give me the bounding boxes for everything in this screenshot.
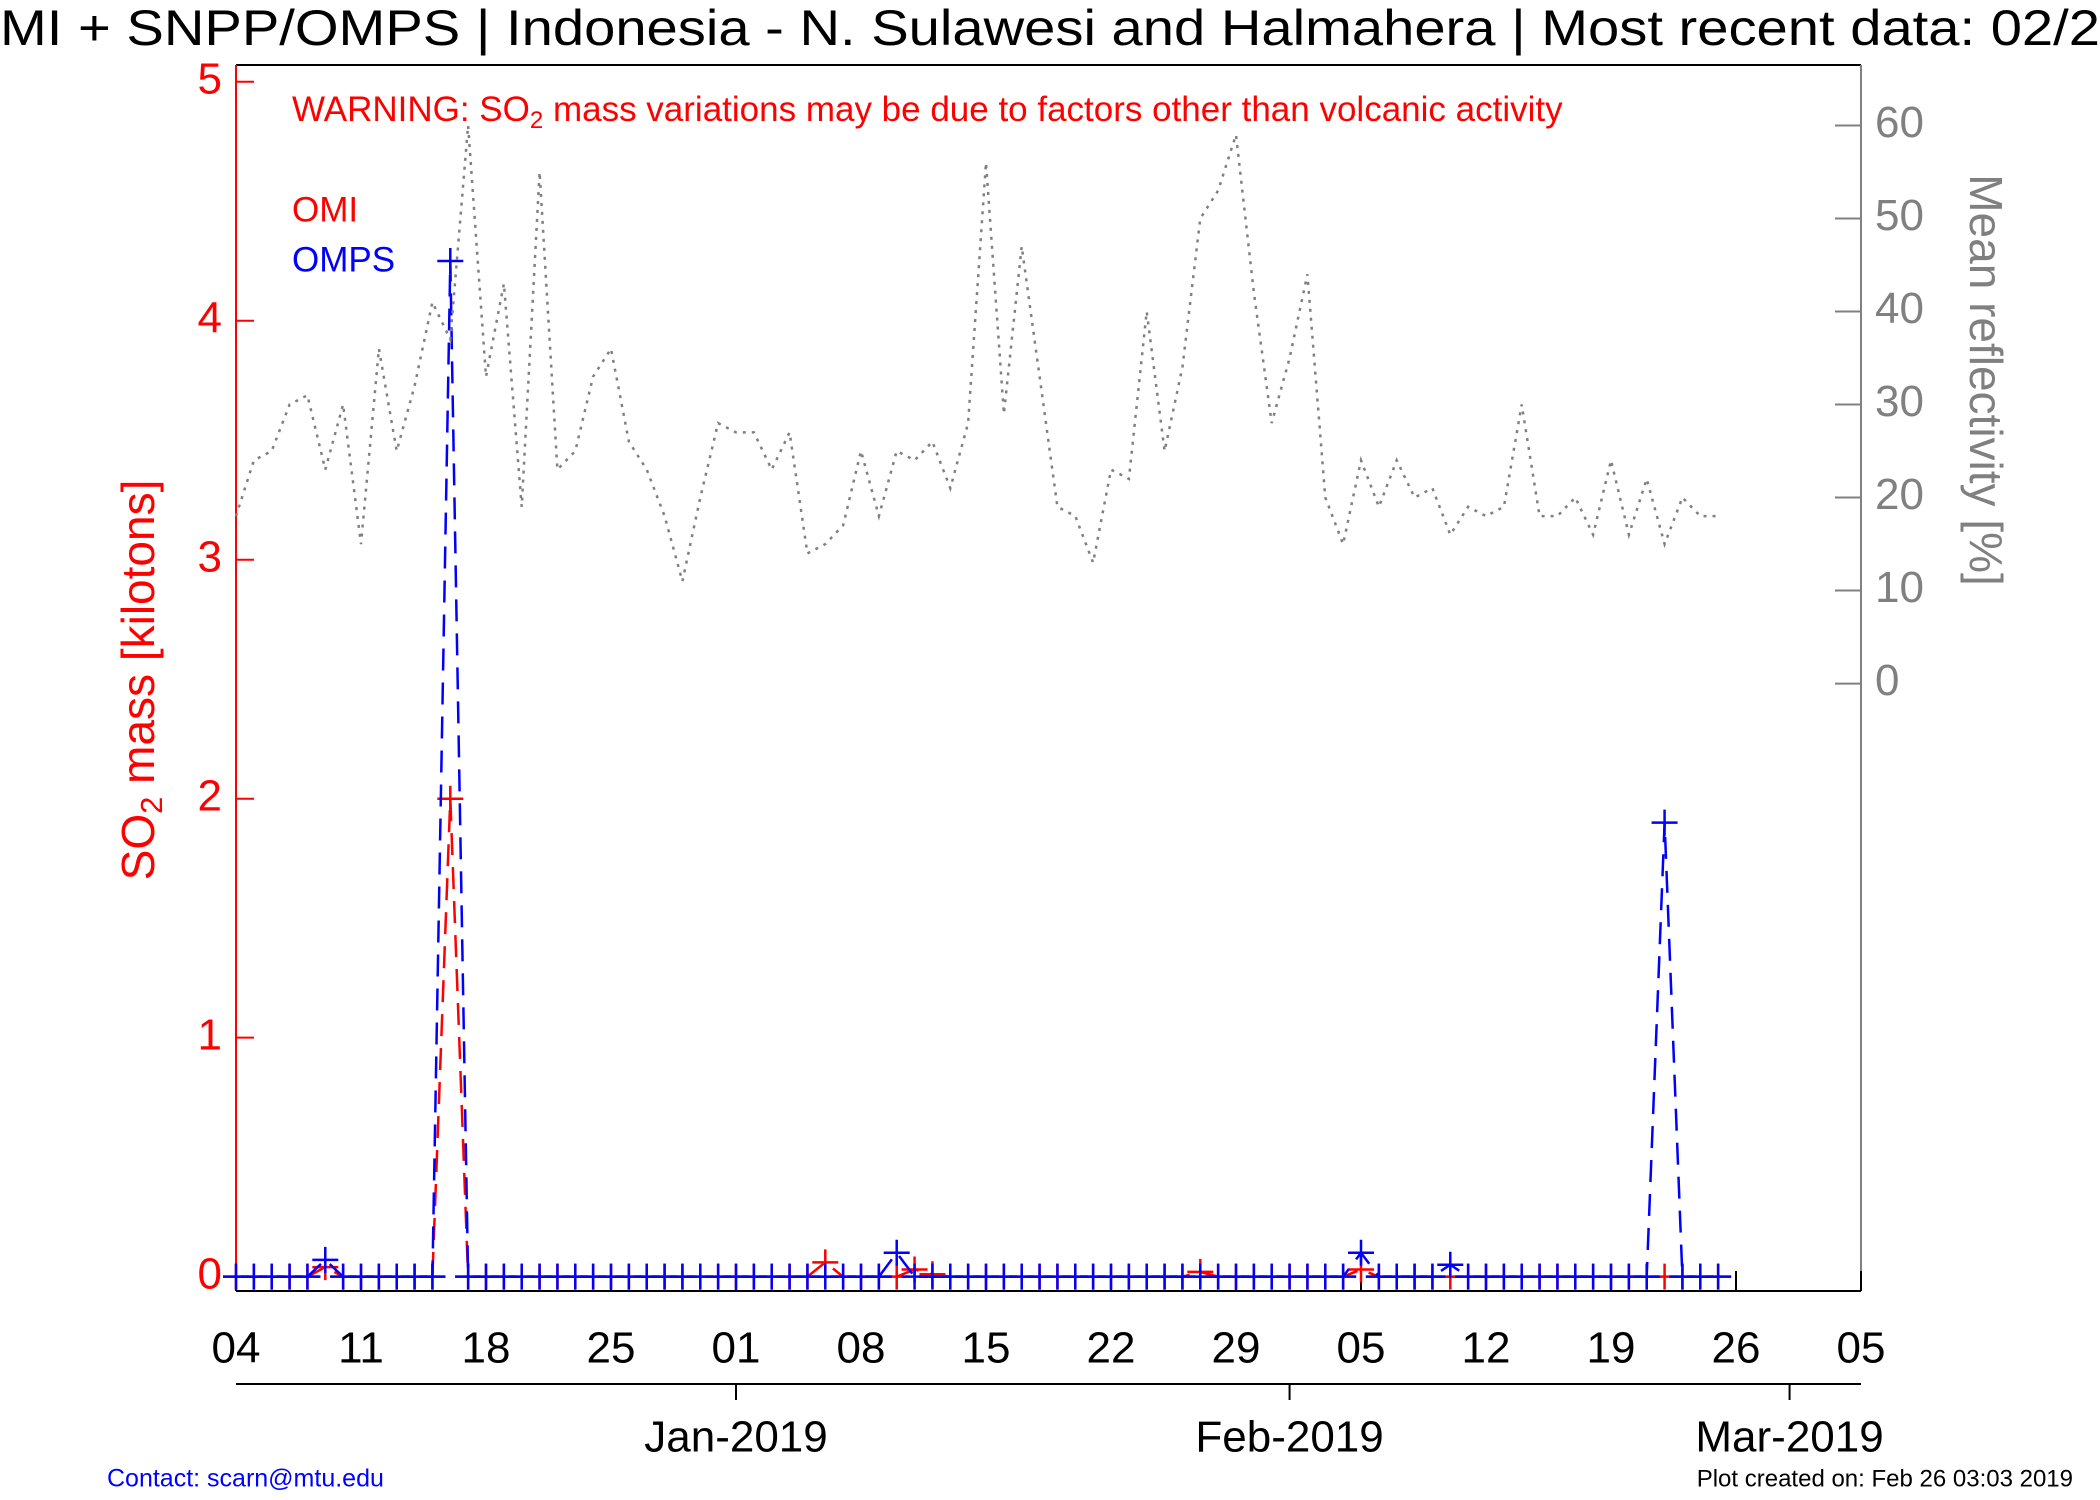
point-marker bbox=[1633, 1263, 1660, 1290]
warning-text: mass variations may be due to factors ot… bbox=[543, 90, 1563, 129]
y2-tick-label: 30 bbox=[1875, 377, 1924, 426]
y2-tick-label: 60 bbox=[1875, 98, 1924, 147]
x-tick-label: 25 bbox=[587, 1324, 636, 1373]
point-marker bbox=[1705, 1263, 1732, 1290]
y-tick-label: 2 bbox=[198, 771, 222, 820]
point-marker bbox=[1419, 1263, 1446, 1290]
y-axis-label: SO2 mass [kilotons] bbox=[112, 480, 169, 881]
warning-subscript: 2 bbox=[530, 107, 543, 134]
y-tick-label: 3 bbox=[198, 532, 222, 581]
legend-entry: OMPS bbox=[292, 240, 395, 279]
y-label-subscript: 2 bbox=[134, 797, 169, 814]
month-label: Jan-2019 bbox=[644, 1413, 827, 1462]
y2-tick-label: 40 bbox=[1875, 284, 1924, 333]
y2-tick-label: 0 bbox=[1875, 656, 1899, 705]
point-marker bbox=[1330, 1263, 1357, 1290]
point-marker bbox=[865, 1263, 892, 1290]
month-label: Feb-2019 bbox=[1195, 1413, 1383, 1462]
x-tick-label: 08 bbox=[837, 1324, 886, 1373]
x-tick-label: 01 bbox=[712, 1324, 761, 1373]
point-marker bbox=[312, 1246, 339, 1273]
contact: Contact: scarn@mtu.edu bbox=[107, 1465, 384, 1493]
x-tick-label: 12 bbox=[1462, 1324, 1511, 1373]
y2-axis-label: Mean reflectivity [%] bbox=[1960, 174, 2012, 586]
x-tick-label: 26 bbox=[1712, 1324, 1761, 1373]
x-tick-label: 29 bbox=[1212, 1324, 1261, 1373]
point-marker bbox=[294, 1263, 321, 1290]
point-marker bbox=[883, 1239, 910, 1266]
x-tick-label: 22 bbox=[1087, 1324, 1136, 1373]
y2-tick-label: 50 bbox=[1875, 191, 1924, 240]
warning: WARNING: SO2 mass variations may be due … bbox=[292, 90, 1563, 134]
x-tick-label: 19 bbox=[1587, 1324, 1636, 1373]
legend-entry: OMI bbox=[292, 190, 358, 229]
point-marker bbox=[437, 247, 464, 274]
point-marker bbox=[1348, 1239, 1374, 1266]
x-tick-label: 11 bbox=[338, 1324, 384, 1373]
chart-title: MI + SNPP/OMPS | Indonesia - N. Sulawesi… bbox=[0, 0, 2100, 56]
y-tick-label: 0 bbox=[198, 1249, 222, 1298]
x-tick-label: 05 bbox=[1837, 1324, 1886, 1373]
y-tick-label: 4 bbox=[198, 293, 222, 342]
y-label-text: mass [kilotons] bbox=[112, 480, 164, 797]
y2-tick-label: 20 bbox=[1875, 470, 1924, 519]
x-tick-label: 18 bbox=[462, 1324, 511, 1373]
point-marker bbox=[1437, 1251, 1464, 1278]
point-marker bbox=[1651, 809, 1678, 836]
y2-tick-label: 10 bbox=[1875, 563, 1924, 612]
y-tick-label: 1 bbox=[198, 1010, 222, 1059]
series-line bbox=[236, 260, 1719, 1278]
x-tick-label: 04 bbox=[212, 1324, 261, 1373]
x-tick-label: 15 bbox=[962, 1324, 1011, 1373]
y-label-text: SO bbox=[112, 814, 164, 880]
x-tick-label: 05 bbox=[1337, 1324, 1386, 1373]
series-line bbox=[236, 798, 1719, 1278]
month-label: Mar-2019 bbox=[1695, 1413, 1883, 1462]
created-note: Plot created on: Feb 26 03:03 2019 bbox=[1697, 1465, 2073, 1492]
y-tick-label: 5 bbox=[198, 54, 222, 103]
reflectivity-line bbox=[234, 125, 1719, 582]
point-marker bbox=[419, 1263, 446, 1290]
warning-text: WARNING: SO bbox=[292, 90, 530, 129]
